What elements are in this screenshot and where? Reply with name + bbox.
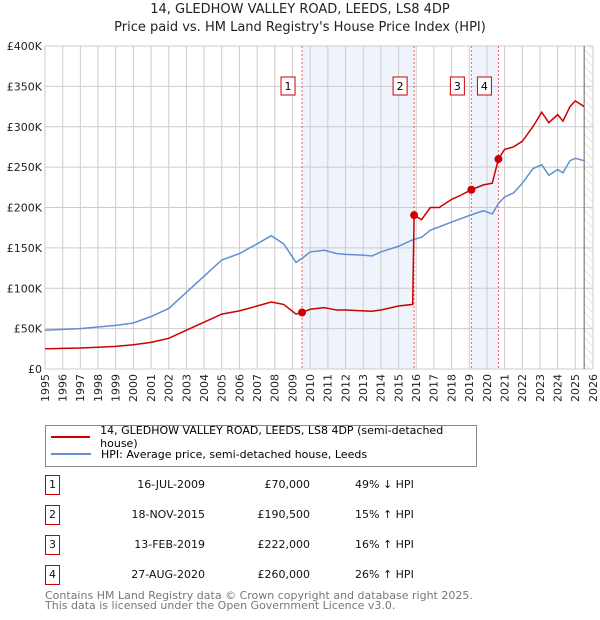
sale-hpi-diff: 26% ↑ HPI bbox=[355, 568, 414, 581]
x-tick-label: 2010 bbox=[304, 374, 317, 402]
y-tick-label: £100K bbox=[7, 282, 43, 295]
sale-number: 1 bbox=[45, 475, 60, 495]
y-tick-label: £150K bbox=[7, 242, 43, 255]
sale-point-4 bbox=[494, 155, 503, 164]
sale-price: £190,500 bbox=[257, 508, 311, 521]
sale-number: 3 bbox=[45, 535, 60, 555]
sale-number: 2 bbox=[45, 505, 60, 525]
legend-label-hpi: HPI: Average price, semi-detached house,… bbox=[101, 447, 368, 461]
x-tick-label: 2011 bbox=[322, 374, 335, 402]
x-tick-label: 2013 bbox=[357, 374, 370, 402]
legend-swatch-property bbox=[51, 436, 91, 438]
plot-area: 1995 1996 1997 1998 1999 2000 2001 2002 2003 2004… bbox=[7, 40, 600, 402]
x-tick-label: 2022 bbox=[516, 374, 529, 402]
sale-point-2 bbox=[410, 211, 419, 220]
footer-line-1: Contains HM Land Registry data © Crown c… bbox=[45, 589, 473, 602]
footer-line-2: This data is licensed under the Open Gov… bbox=[45, 599, 396, 612]
x-tick-label: 2020 bbox=[481, 374, 494, 402]
y-tick-label: £250K bbox=[7, 161, 43, 174]
x-tick-label: 2025 bbox=[569, 374, 582, 402]
sale-hpi-diff: 49% ↓ HPI bbox=[355, 478, 414, 491]
chart-subtitle: Price paid vs. HM Land Registry's House … bbox=[114, 20, 486, 35]
x-tick-label: 1997 bbox=[74, 374, 87, 402]
x-tick-label: 2008 bbox=[269, 374, 282, 402]
sale-label-box bbox=[476, 76, 492, 96]
y-tick-label: £0 bbox=[28, 363, 42, 376]
x-tick-label: 2012 bbox=[339, 374, 352, 402]
sale-label-box bbox=[449, 76, 465, 96]
legend-swatch-hpi bbox=[51, 453, 91, 455]
chart-title: 14, GLEDHOW VALLEY ROAD, LEEDS, LS8 4DP bbox=[150, 2, 450, 17]
property-price-line bbox=[44, 99, 585, 350]
footer: Contains HM Land Registry data © Crown c… bbox=[45, 589, 473, 612]
sale-price: £222,000 bbox=[257, 538, 311, 551]
x-tick-label: 2019 bbox=[463, 374, 476, 402]
sale-label-1: 1 bbox=[285, 80, 292, 93]
x-tick-label: 2023 bbox=[534, 374, 547, 402]
x-tick-label: 2005 bbox=[216, 374, 229, 402]
sale-date: 16-JUL-2009 bbox=[137, 478, 205, 491]
y-tick-label: £300K bbox=[7, 121, 43, 134]
x-tick-label: 2018 bbox=[445, 374, 458, 402]
sale-date: 27-AUG-2020 bbox=[131, 568, 205, 581]
x-tick-label: 1995 bbox=[39, 374, 52, 402]
x-tick-label: 2002 bbox=[163, 374, 176, 402]
x-tick-label: 2001 bbox=[145, 374, 158, 402]
x-tick-label: 1998 bbox=[92, 374, 105, 402]
sale-price: £260,000 bbox=[257, 568, 311, 581]
sale-point-3 bbox=[467, 185, 476, 194]
x-tick-label: 2006 bbox=[233, 374, 246, 402]
x-tick-label: 2003 bbox=[180, 374, 193, 402]
legend-label-property: 14, GLEDHOW VALLEY ROAD, LEEDS, LS8 4DP … bbox=[100, 424, 444, 450]
sale-label-2: 2 bbox=[397, 80, 404, 93]
sale-price: £70,000 bbox=[264, 478, 311, 491]
x-tick-label: 1996 bbox=[57, 374, 70, 402]
sale-label-box bbox=[392, 76, 408, 96]
hpi-line bbox=[44, 157, 585, 331]
x-tick-label: 2000 bbox=[127, 374, 140, 402]
x-tick-label: 2015 bbox=[392, 374, 405, 402]
x-tick-label: 2004 bbox=[198, 374, 211, 402]
sale-point-1 bbox=[298, 308, 307, 317]
x-tick-label: 2007 bbox=[251, 374, 264, 402]
sale-date: 18-NOV-2015 bbox=[131, 508, 205, 521]
x-tick-label: 2026 bbox=[587, 374, 600, 402]
y-tick-label: £350K bbox=[7, 80, 43, 93]
y-tick-label: £50K bbox=[14, 323, 43, 336]
x-tick-label: 2016 bbox=[410, 374, 423, 402]
sale-date: 13-FEB-2019 bbox=[134, 538, 205, 551]
y-tick-label: £400K bbox=[7, 40, 43, 53]
sale-hpi-diff: 16% ↑ HPI bbox=[355, 538, 414, 551]
legend: 14, GLEDHOW VALLEY ROAD, LEEDS, LS8 4DP … bbox=[45, 424, 477, 467]
sale-hpi-diff: 15% ↑ HPI bbox=[355, 508, 414, 521]
x-tick-label: 2024 bbox=[551, 374, 564, 402]
sale-label-box bbox=[280, 76, 296, 96]
x-tick-label: 2009 bbox=[286, 374, 299, 402]
sale-number: 4 bbox=[45, 565, 60, 585]
sale-label-3: 3 bbox=[454, 80, 461, 93]
x-tick-label: 1999 bbox=[110, 374, 123, 402]
x-tick-label: 2021 bbox=[498, 374, 511, 402]
x-tick-label: 2014 bbox=[375, 374, 388, 402]
x-tick-label: 2017 bbox=[428, 374, 441, 402]
sale-label-4: 4 bbox=[481, 80, 488, 93]
y-tick-label: £200K bbox=[7, 202, 43, 215]
